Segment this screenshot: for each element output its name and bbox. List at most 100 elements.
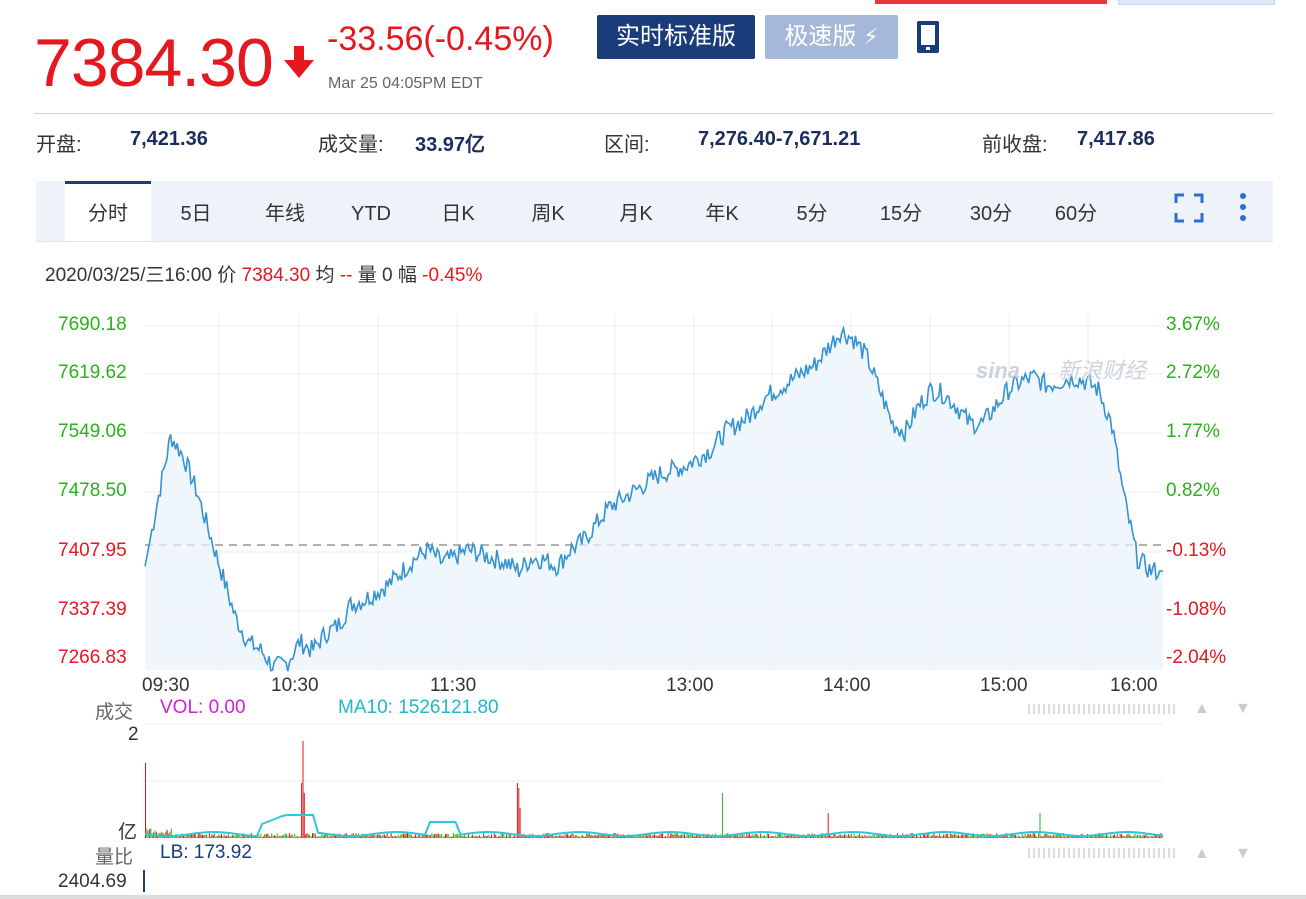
volume-bar	[230, 835, 232, 838]
volume-bar	[962, 834, 964, 838]
info-vol-label: 量	[357, 265, 377, 286]
volume-bars	[145, 741, 1163, 838]
volume-bar	[750, 835, 752, 838]
ratio-panel-handle[interactable]	[1028, 848, 1178, 858]
volume-bar	[385, 835, 387, 838]
volume-bar	[856, 836, 858, 838]
top-accent-red	[875, 0, 1107, 4]
fast-version-button[interactable]: 极速版 ⚡	[765, 15, 898, 59]
more-menu-icon[interactable]	[1236, 191, 1250, 225]
volume-bar	[882, 833, 883, 838]
x-tick: 10:30	[271, 675, 319, 696]
volume-bar	[227, 834, 229, 838]
volume-bar	[945, 833, 947, 838]
volume-bar	[309, 834, 311, 838]
volume-bar	[861, 835, 863, 838]
volume-bar	[686, 833, 688, 838]
volume-bar	[1112, 834, 1114, 838]
volume-bar	[696, 833, 698, 838]
bottom-scrollbar[interactable]	[0, 895, 1306, 899]
period-tabs: 分时 5日 年线 YTD 日K 周K 月K 年K 5分 15分 30分 60分	[36, 181, 1273, 242]
realtime-standard-button[interactable]: 实时标准版	[597, 15, 755, 59]
volume-bar	[602, 833, 604, 838]
tab-intraday[interactable]: 分时	[65, 181, 151, 241]
volume-bar	[246, 836, 248, 838]
volume-bar	[229, 836, 231, 838]
volume-bar	[556, 836, 558, 838]
vol-top-tick: 2	[128, 724, 139, 745]
volume-bar	[768, 833, 769, 838]
volume-bar	[815, 835, 817, 838]
tab-60min[interactable]: 60分	[1054, 203, 1098, 225]
volume-bar	[343, 836, 345, 838]
volume-bar	[1008, 836, 1010, 838]
volume-bar	[515, 836, 517, 838]
tab-monthly-k[interactable]: 月K	[619, 203, 653, 225]
vol-panel-handle[interactable]	[1028, 704, 1178, 714]
volume-bar	[730, 835, 731, 838]
volume-bar	[721, 793, 723, 838]
volume-bar	[419, 835, 421, 838]
volume-bar	[451, 836, 453, 838]
tab-5min[interactable]: 5分	[796, 203, 828, 225]
volume-bar	[823, 834, 825, 838]
volume-bar	[694, 836, 696, 838]
volume-bar	[491, 834, 493, 838]
volume-bar	[165, 831, 167, 838]
vol-panel-up-icon[interactable]: ▲	[1194, 700, 1210, 717]
volume-bar	[470, 835, 472, 838]
tab-5day[interactable]: 5日	[180, 203, 212, 225]
volume-bar	[660, 833, 662, 838]
volume-bar	[292, 837, 294, 838]
volume-bar	[188, 834, 190, 838]
volume-bar	[1107, 835, 1109, 838]
volume-bar	[754, 833, 756, 838]
y-right-tick: -0.13%	[1166, 540, 1227, 561]
volume-bar	[868, 835, 870, 838]
volume-bar	[943, 834, 945, 838]
volume-bar	[525, 835, 527, 838]
volume-bar	[738, 836, 740, 838]
tab-ytd[interactable]: YTD	[351, 203, 391, 225]
tab-weekly-k[interactable]: 周K	[531, 203, 565, 225]
volume-bar	[687, 834, 689, 838]
fullscreen-icon[interactable]	[1174, 193, 1204, 223]
watermark: 新浪财经	[1058, 358, 1148, 383]
volume-bar	[225, 836, 227, 838]
volume-bar	[394, 835, 396, 838]
volume-bar	[306, 833, 308, 838]
ratio-panel-down-icon[interactable]: ▼	[1235, 845, 1251, 862]
tab-30min[interactable]: 30分	[969, 203, 1013, 225]
volume-bar	[635, 836, 636, 838]
ratio-panel-up-icon[interactable]: ▲	[1194, 845, 1210, 862]
tab-yearly-k[interactable]: 年K	[705, 203, 739, 225]
volume-bar	[553, 836, 555, 838]
volume-bar	[169, 831, 171, 838]
volume-bar	[409, 834, 411, 838]
open-label: 开盘:	[36, 134, 82, 156]
volume-bar	[286, 833, 288, 838]
volume-bar	[591, 835, 593, 838]
volume-bar	[921, 836, 923, 838]
mobile-icon[interactable]	[916, 20, 940, 54]
vol-panel-down-icon[interactable]: ▼	[1235, 700, 1251, 717]
volume-bar	[975, 836, 977, 838]
volume-bar	[435, 833, 437, 838]
volume-bar	[297, 836, 298, 838]
volume-bar	[173, 835, 175, 838]
volume-bar	[279, 835, 281, 838]
volume-bar	[963, 835, 965, 838]
volume-bar	[662, 833, 664, 838]
tab-daily-k[interactable]: 日K	[441, 203, 475, 225]
volume-bar	[842, 835, 844, 838]
tab-year-line[interactable]: 年线	[265, 203, 305, 225]
volume-bar	[335, 835, 336, 838]
volume-bar	[474, 835, 476, 838]
volume-bar	[197, 833, 199, 838]
volume-bar	[234, 835, 236, 838]
volume-bar	[552, 833, 554, 838]
volume-bar	[753, 835, 755, 838]
tab-15min[interactable]: 15分	[879, 203, 923, 225]
volume-bar	[360, 835, 362, 838]
